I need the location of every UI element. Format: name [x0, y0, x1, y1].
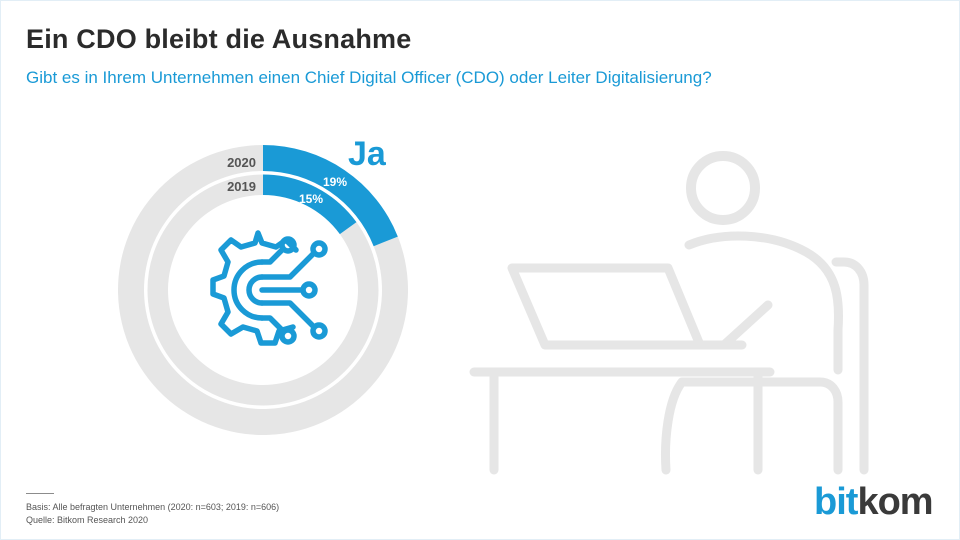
ring-2019 — [147, 174, 380, 406]
person-at-laptop-illustration — [469, 151, 869, 475]
value-label-2020: 19% — [323, 175, 347, 189]
arc-2020-ja — [263, 145, 398, 247]
footer-source: Quelle: Bitkom Research 2020 — [26, 515, 149, 525]
year-label-2019: 2019 — [227, 179, 256, 194]
value-label-2019: 15% — [299, 192, 323, 206]
bitkom-logo: bitkom — [814, 481, 934, 523]
ring-separator — [144, 171, 382, 409]
gear-circuit-icon — [210, 230, 328, 346]
page-subtitle: Gibt es in Ihrem Unternehmen einen Chief… — [26, 68, 712, 87]
year-label-2020: 2020 — [227, 155, 256, 170]
highlight-label-ja: Ja — [348, 135, 387, 173]
footer-divider — [26, 493, 54, 494]
arc-2019-ja — [263, 174, 357, 235]
logo-part-kom: kom — [857, 481, 933, 523]
page-title: Ein CDO bleibt die Ausnahme — [26, 24, 412, 54]
logo-part-bit: bit — [814, 481, 858, 523]
ring-2020 — [118, 145, 409, 436]
footer-basis: Basis: Alle befragten Unternehmen (2020:… — [26, 502, 280, 512]
